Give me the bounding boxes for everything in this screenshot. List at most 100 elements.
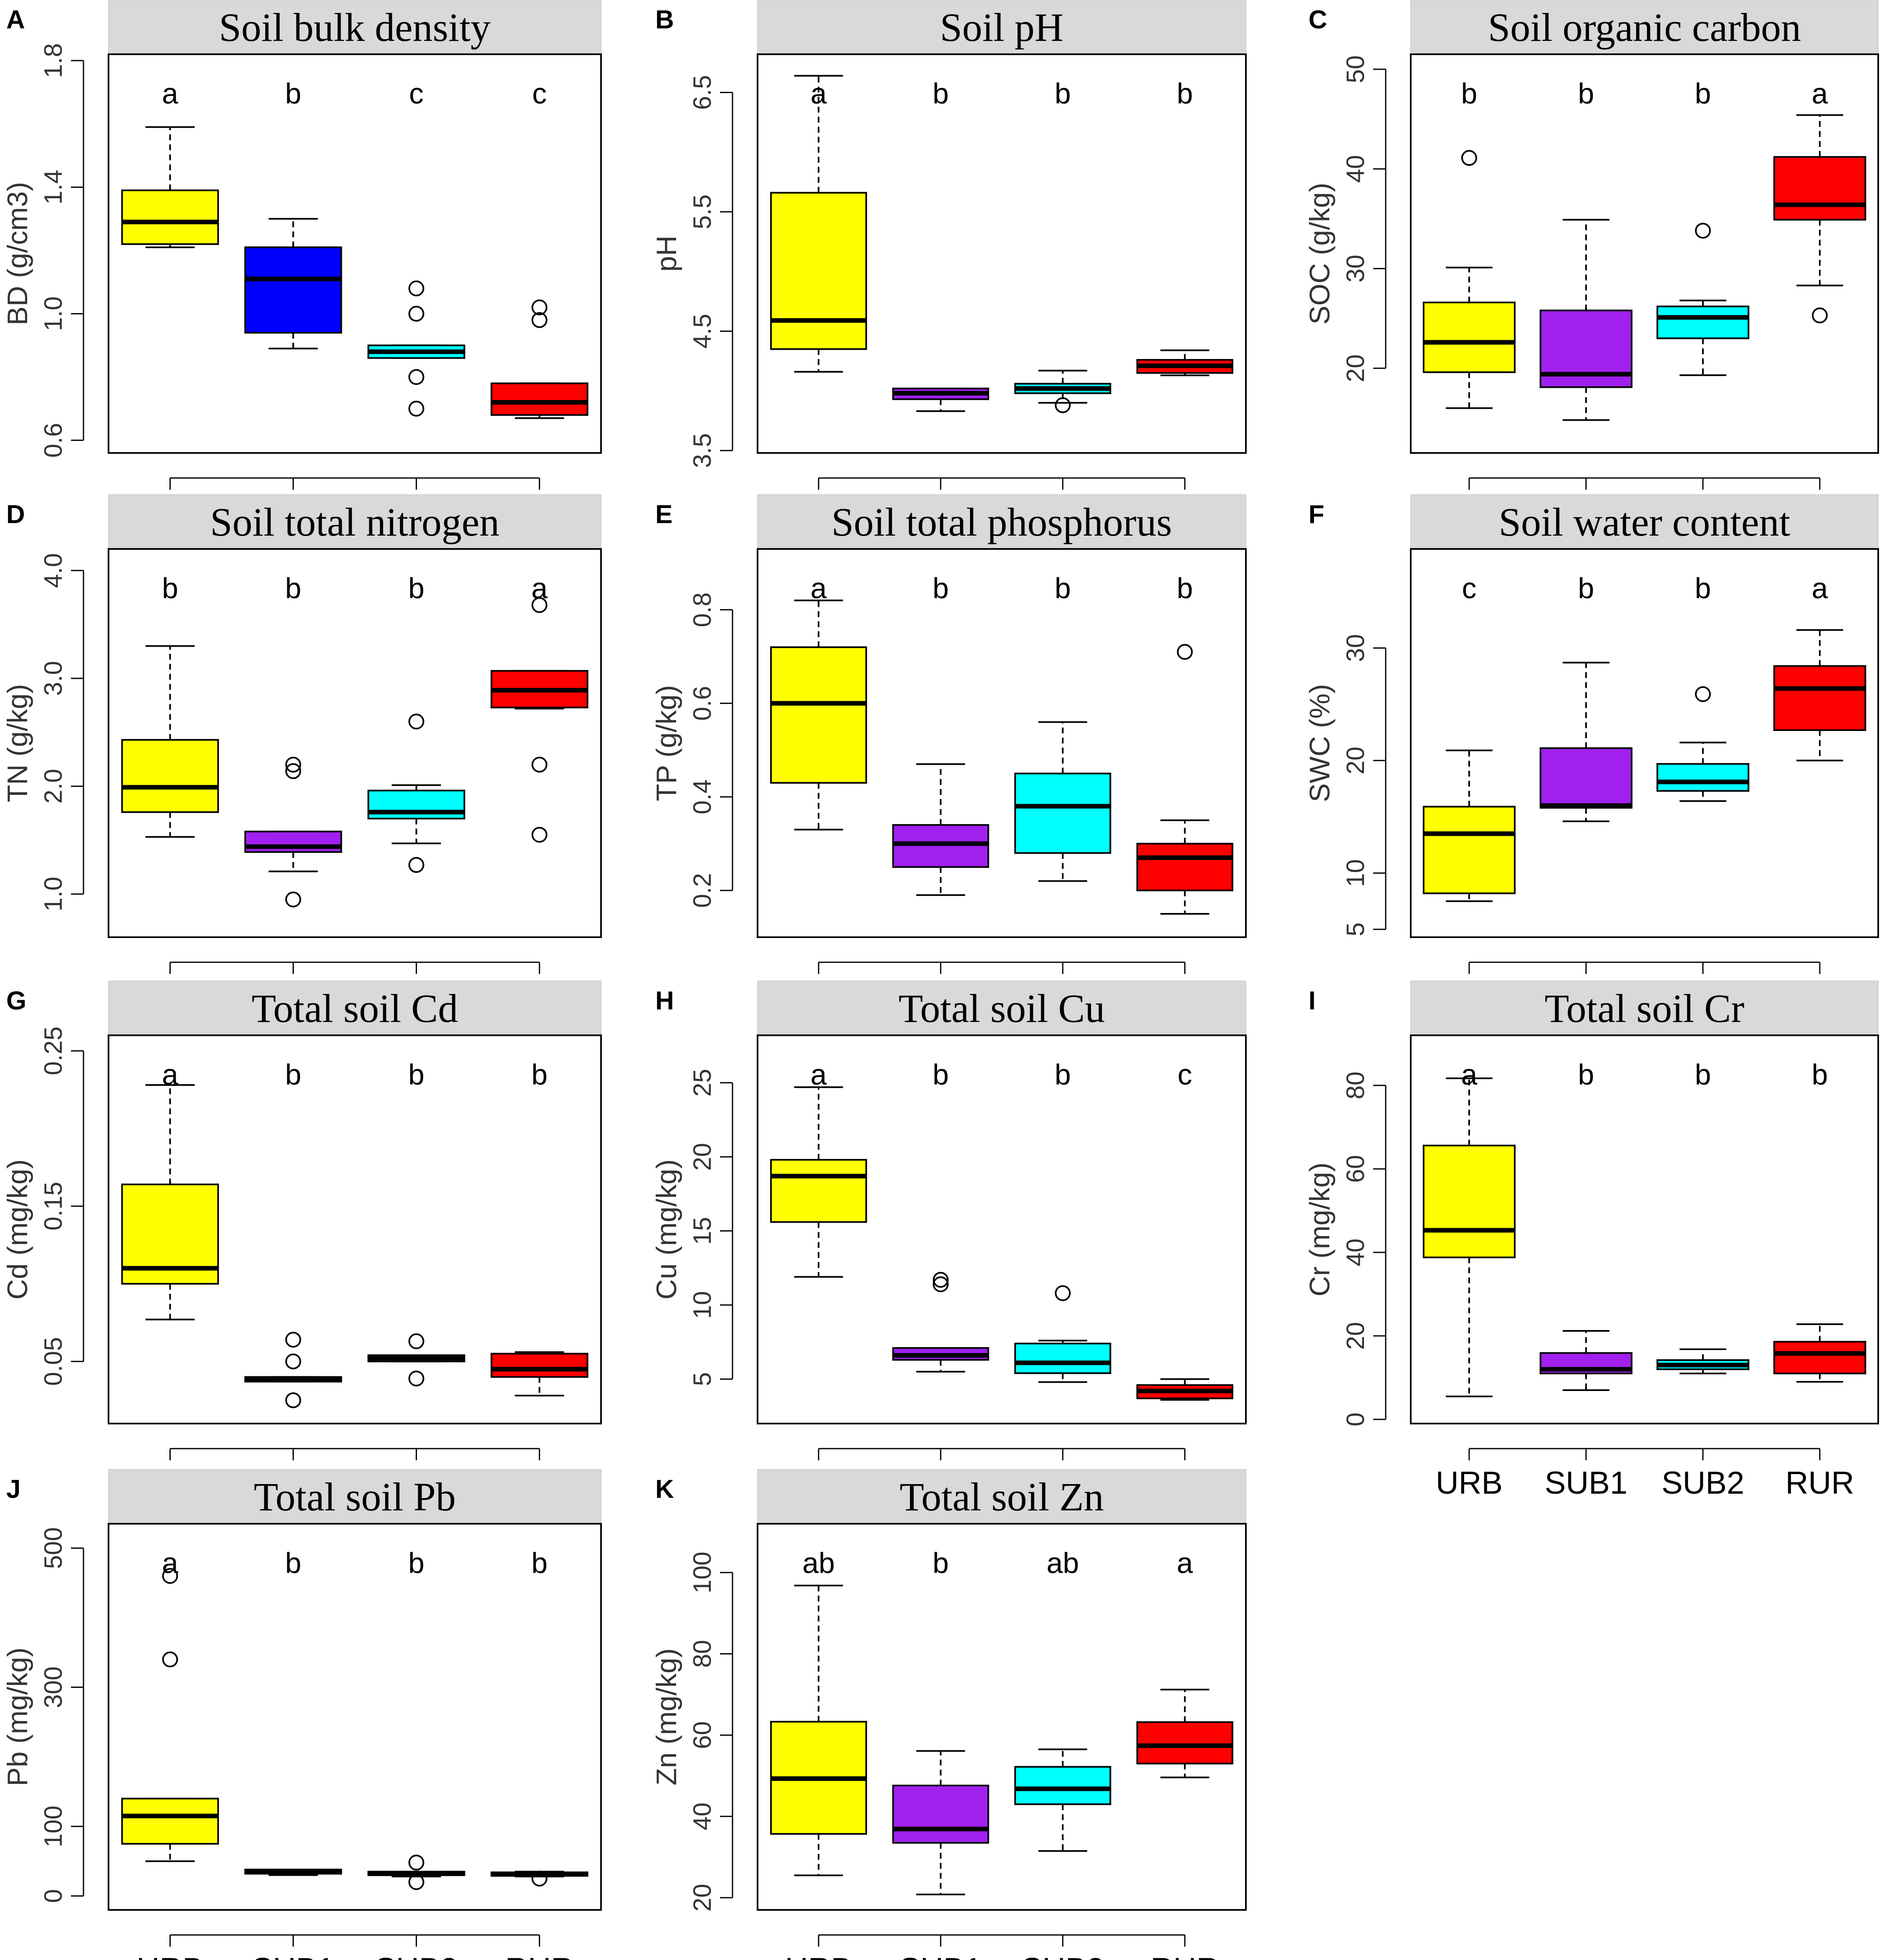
y-tick-label-h: 20 — [688, 1143, 716, 1171]
outlier-point — [531, 312, 548, 328]
panel-b: Soil pH B 3.5 4.5 5.5 6.5 pH a b b b — [651, 0, 1247, 490]
y-tick-label-k: 80 — [688, 1640, 716, 1668]
box-i-urb: URB a — [1422, 1058, 1516, 1501]
iqr-box — [770, 1159, 867, 1223]
plot-frame-b — [757, 53, 1247, 454]
box-i-sub2: SUB2 b — [1656, 1058, 1750, 1501]
y-tick-label-g: 0.25 — [39, 1027, 67, 1075]
outlier-point — [285, 756, 301, 773]
y-tick-label-h: 25 — [688, 1069, 716, 1097]
box-g-sub2: b — [367, 1058, 465, 1460]
outlier-point — [408, 1854, 424, 1871]
iqr-box — [490, 1353, 589, 1378]
box-d-rur: a — [490, 572, 589, 974]
box-b-urb: a — [770, 75, 867, 490]
y-tick-label-b: 6.5 — [688, 75, 716, 110]
outlier-point — [285, 1392, 301, 1409]
iqr-box — [244, 830, 342, 853]
significance-letter: a — [162, 77, 178, 110]
panel-e: Soil total phosphorus E 0.2 0.4 0.6 0.8 TP (g/… — [651, 494, 1247, 974]
significance-letter: b — [1695, 77, 1711, 110]
iqr-box — [1773, 156, 1867, 221]
significance-letter: a — [162, 1058, 178, 1091]
y-tick-label-h: 10 — [688, 1291, 716, 1319]
y-tick-label-a: 1.0 — [39, 296, 67, 331]
panel-letter-h: H — [655, 986, 674, 1015]
panel-j: Total soil Pb J 0 100 300 500 Pb (mg/kg) URB a SU… — [2, 1469, 602, 1960]
box-f-urb: c — [1422, 572, 1516, 974]
x-tick-label-sub1: SUB1 — [1545, 1465, 1628, 1501]
title-strip-h — [757, 981, 1246, 1035]
x-tick-label-urb: URB — [785, 1952, 852, 1960]
outlier-point — [408, 1371, 424, 1387]
significance-letter: b — [1578, 572, 1594, 604]
outlier-point — [408, 369, 424, 385]
significance-letter: b — [1055, 1058, 1071, 1091]
significance-letter: b — [1055, 77, 1071, 110]
panel-title-c: Soil organic carbon — [1488, 5, 1801, 50]
panel-title-e: Soil total phosphorus — [831, 500, 1172, 544]
outlier-point — [932, 1272, 949, 1288]
plot-frame-a — [108, 53, 602, 454]
y-tick-label-k: 100 — [688, 1552, 716, 1593]
panel-title-a: Soil bulk density — [219, 5, 491, 50]
y-tick-label-a: 1.4 — [39, 170, 67, 205]
significance-letter: b — [1177, 77, 1193, 110]
iqr-box — [1422, 1145, 1516, 1258]
box-a-sub1: b — [244, 77, 342, 490]
iqr-box — [244, 246, 342, 334]
y-tick-label-c: 50 — [1341, 55, 1369, 83]
y-axis-label-f: SWC (%) — [1304, 684, 1336, 802]
significance-letter: b — [932, 572, 949, 604]
significance-letter: b — [1578, 1058, 1594, 1091]
panel-title-f: Soil water content — [1499, 500, 1791, 544]
outlier-point — [1177, 644, 1193, 660]
title-strip-i — [1410, 981, 1879, 1035]
iqr-box — [1014, 1343, 1111, 1374]
iqr-box — [1422, 301, 1516, 373]
significance-letter: b — [285, 572, 301, 604]
significance-letter: a — [811, 77, 827, 110]
panel-c: Soil organic carbon C 20 30 40 50 SOC (g/kg) b b… — [1304, 0, 1879, 490]
plot-frame-j — [108, 1523, 602, 1911]
iqr-box — [1136, 1721, 1233, 1765]
significance-letter: b — [932, 77, 949, 110]
significance-letter: b — [408, 1547, 424, 1579]
iqr-box — [892, 824, 989, 868]
x-tick-label-sub1: SUB1 — [252, 1952, 335, 1960]
panel-title-g: Total soil Cd — [252, 986, 458, 1031]
y-tick-label-c: 30 — [1341, 255, 1369, 283]
panel-title-d: Soil total nitrogen — [210, 500, 499, 544]
panel-d: Soil total nitrogen D 1.0 2.0 3.0 4.0 TN (g/kg… — [2, 494, 602, 974]
significance-letter: b — [408, 1058, 424, 1091]
significance-letter: b — [285, 1547, 301, 1579]
box-c-urb: b — [1422, 77, 1516, 490]
outlier-point — [1812, 307, 1828, 324]
significance-letter: b — [285, 1058, 301, 1091]
y-tick-label-k: 60 — [688, 1721, 716, 1749]
y-tick-label-k: 20 — [688, 1884, 716, 1912]
plot-frame-d — [108, 548, 602, 938]
outlier-point — [531, 1871, 548, 1887]
x-tick-label-sub2: SUB2 — [375, 1952, 458, 1960]
y-axis-label-g: Cd (mg/kg) — [2, 1159, 33, 1300]
plot-frame-i — [1410, 1034, 1879, 1424]
box-f-rur: a — [1773, 572, 1867, 974]
x-tick-label-sub2: SUB2 — [1662, 1465, 1745, 1501]
significance-letter: b — [285, 77, 301, 110]
y-tick-label-e: 0.4 — [688, 779, 716, 814]
significance-letter: a — [1177, 1547, 1193, 1579]
y-tick-label-e: 0.6 — [688, 686, 716, 721]
iqr-box — [892, 1785, 989, 1844]
panel-h: Total soil Cu H 5 10 15 20 25 Cu (mg/kg) a b b c — [651, 981, 1247, 1460]
outlier-point — [285, 891, 301, 908]
y-tick-label-j: 500 — [39, 1527, 67, 1569]
outlier-point — [285, 763, 301, 779]
significance-letter: b — [1177, 572, 1193, 604]
significance-letter: b — [162, 572, 178, 604]
significance-letter: c — [532, 77, 547, 110]
outlier-point — [531, 827, 548, 843]
outlier-point — [162, 1568, 178, 1584]
y-tick-label-f: 5 — [1341, 922, 1369, 936]
box-f-sub1: b — [1539, 572, 1633, 974]
